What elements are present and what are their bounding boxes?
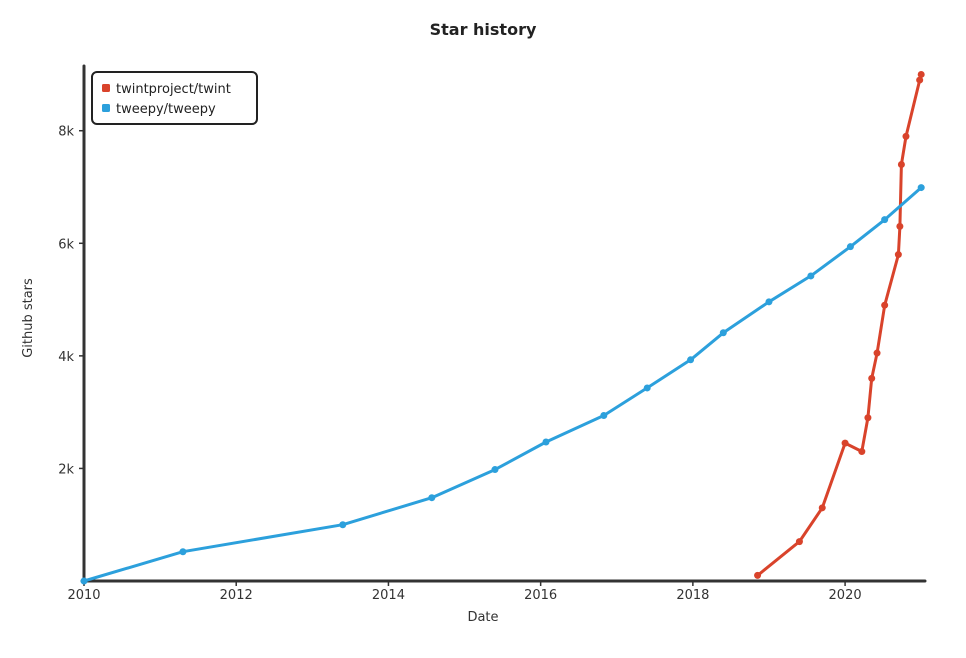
x-tick-label: 2018	[676, 588, 709, 603]
data-point	[687, 356, 695, 364]
series-lines	[80, 70, 925, 585]
data-point	[542, 438, 550, 446]
data-point	[428, 494, 436, 502]
x-axis-title: Date	[467, 610, 498, 625]
legend-swatch	[102, 104, 110, 112]
data-point	[902, 132, 910, 140]
data-point	[916, 76, 924, 84]
series-line	[756, 72, 923, 577]
data-point	[864, 414, 872, 422]
data-point	[917, 70, 925, 78]
legend-label: twintproject/twint	[116, 82, 231, 97]
data-point	[807, 272, 815, 280]
data-point	[765, 298, 773, 306]
data-point	[491, 466, 499, 474]
chart-title: Star history	[430, 20, 537, 39]
data-point	[179, 548, 187, 556]
data-point	[80, 577, 88, 585]
y-axis-title: Github stars	[21, 278, 36, 358]
data-point	[841, 439, 849, 447]
legend: twintproject/twint tweepy/tweepy	[91, 71, 258, 125]
data-point	[858, 448, 866, 456]
data-point	[846, 243, 854, 251]
legend-swatch	[102, 84, 110, 92]
series-line	[82, 186, 923, 583]
y-tick-label: 4k	[58, 350, 74, 365]
legend-label: tweepy/tweepy	[116, 102, 216, 117]
data-point	[818, 504, 826, 512]
y-tick-label: 2k	[58, 462, 74, 477]
data-point	[896, 222, 904, 230]
x-tick-label: 2012	[220, 588, 253, 603]
x-tick-label: 2020	[829, 588, 862, 603]
data-point	[339, 521, 347, 529]
data-point	[873, 349, 881, 357]
series-twintproject-twint	[754, 70, 925, 579]
y-tick-label: 8k	[58, 125, 74, 140]
data-point	[894, 251, 902, 259]
data-point	[881, 216, 889, 224]
data-point	[795, 538, 803, 546]
data-point	[754, 571, 762, 579]
data-point	[600, 412, 608, 420]
axes	[80, 64, 927, 585]
data-point	[917, 184, 925, 192]
x-tick-label: 2016	[524, 588, 557, 603]
tick-labels: 2010 2012 2014 2016 2018 2020 2k 4k 6k 8k	[58, 125, 861, 603]
data-point	[719, 329, 727, 337]
series-tweepy-tweepy	[80, 184, 925, 585]
data-point	[868, 374, 876, 382]
x-tick-label: 2010	[67, 588, 100, 603]
y-tick-label: 6k	[58, 237, 74, 252]
legend-box	[91, 71, 258, 125]
data-point	[643, 384, 651, 392]
data-point	[897, 160, 905, 168]
x-tick-label: 2014	[372, 588, 405, 603]
data-point	[881, 301, 889, 309]
